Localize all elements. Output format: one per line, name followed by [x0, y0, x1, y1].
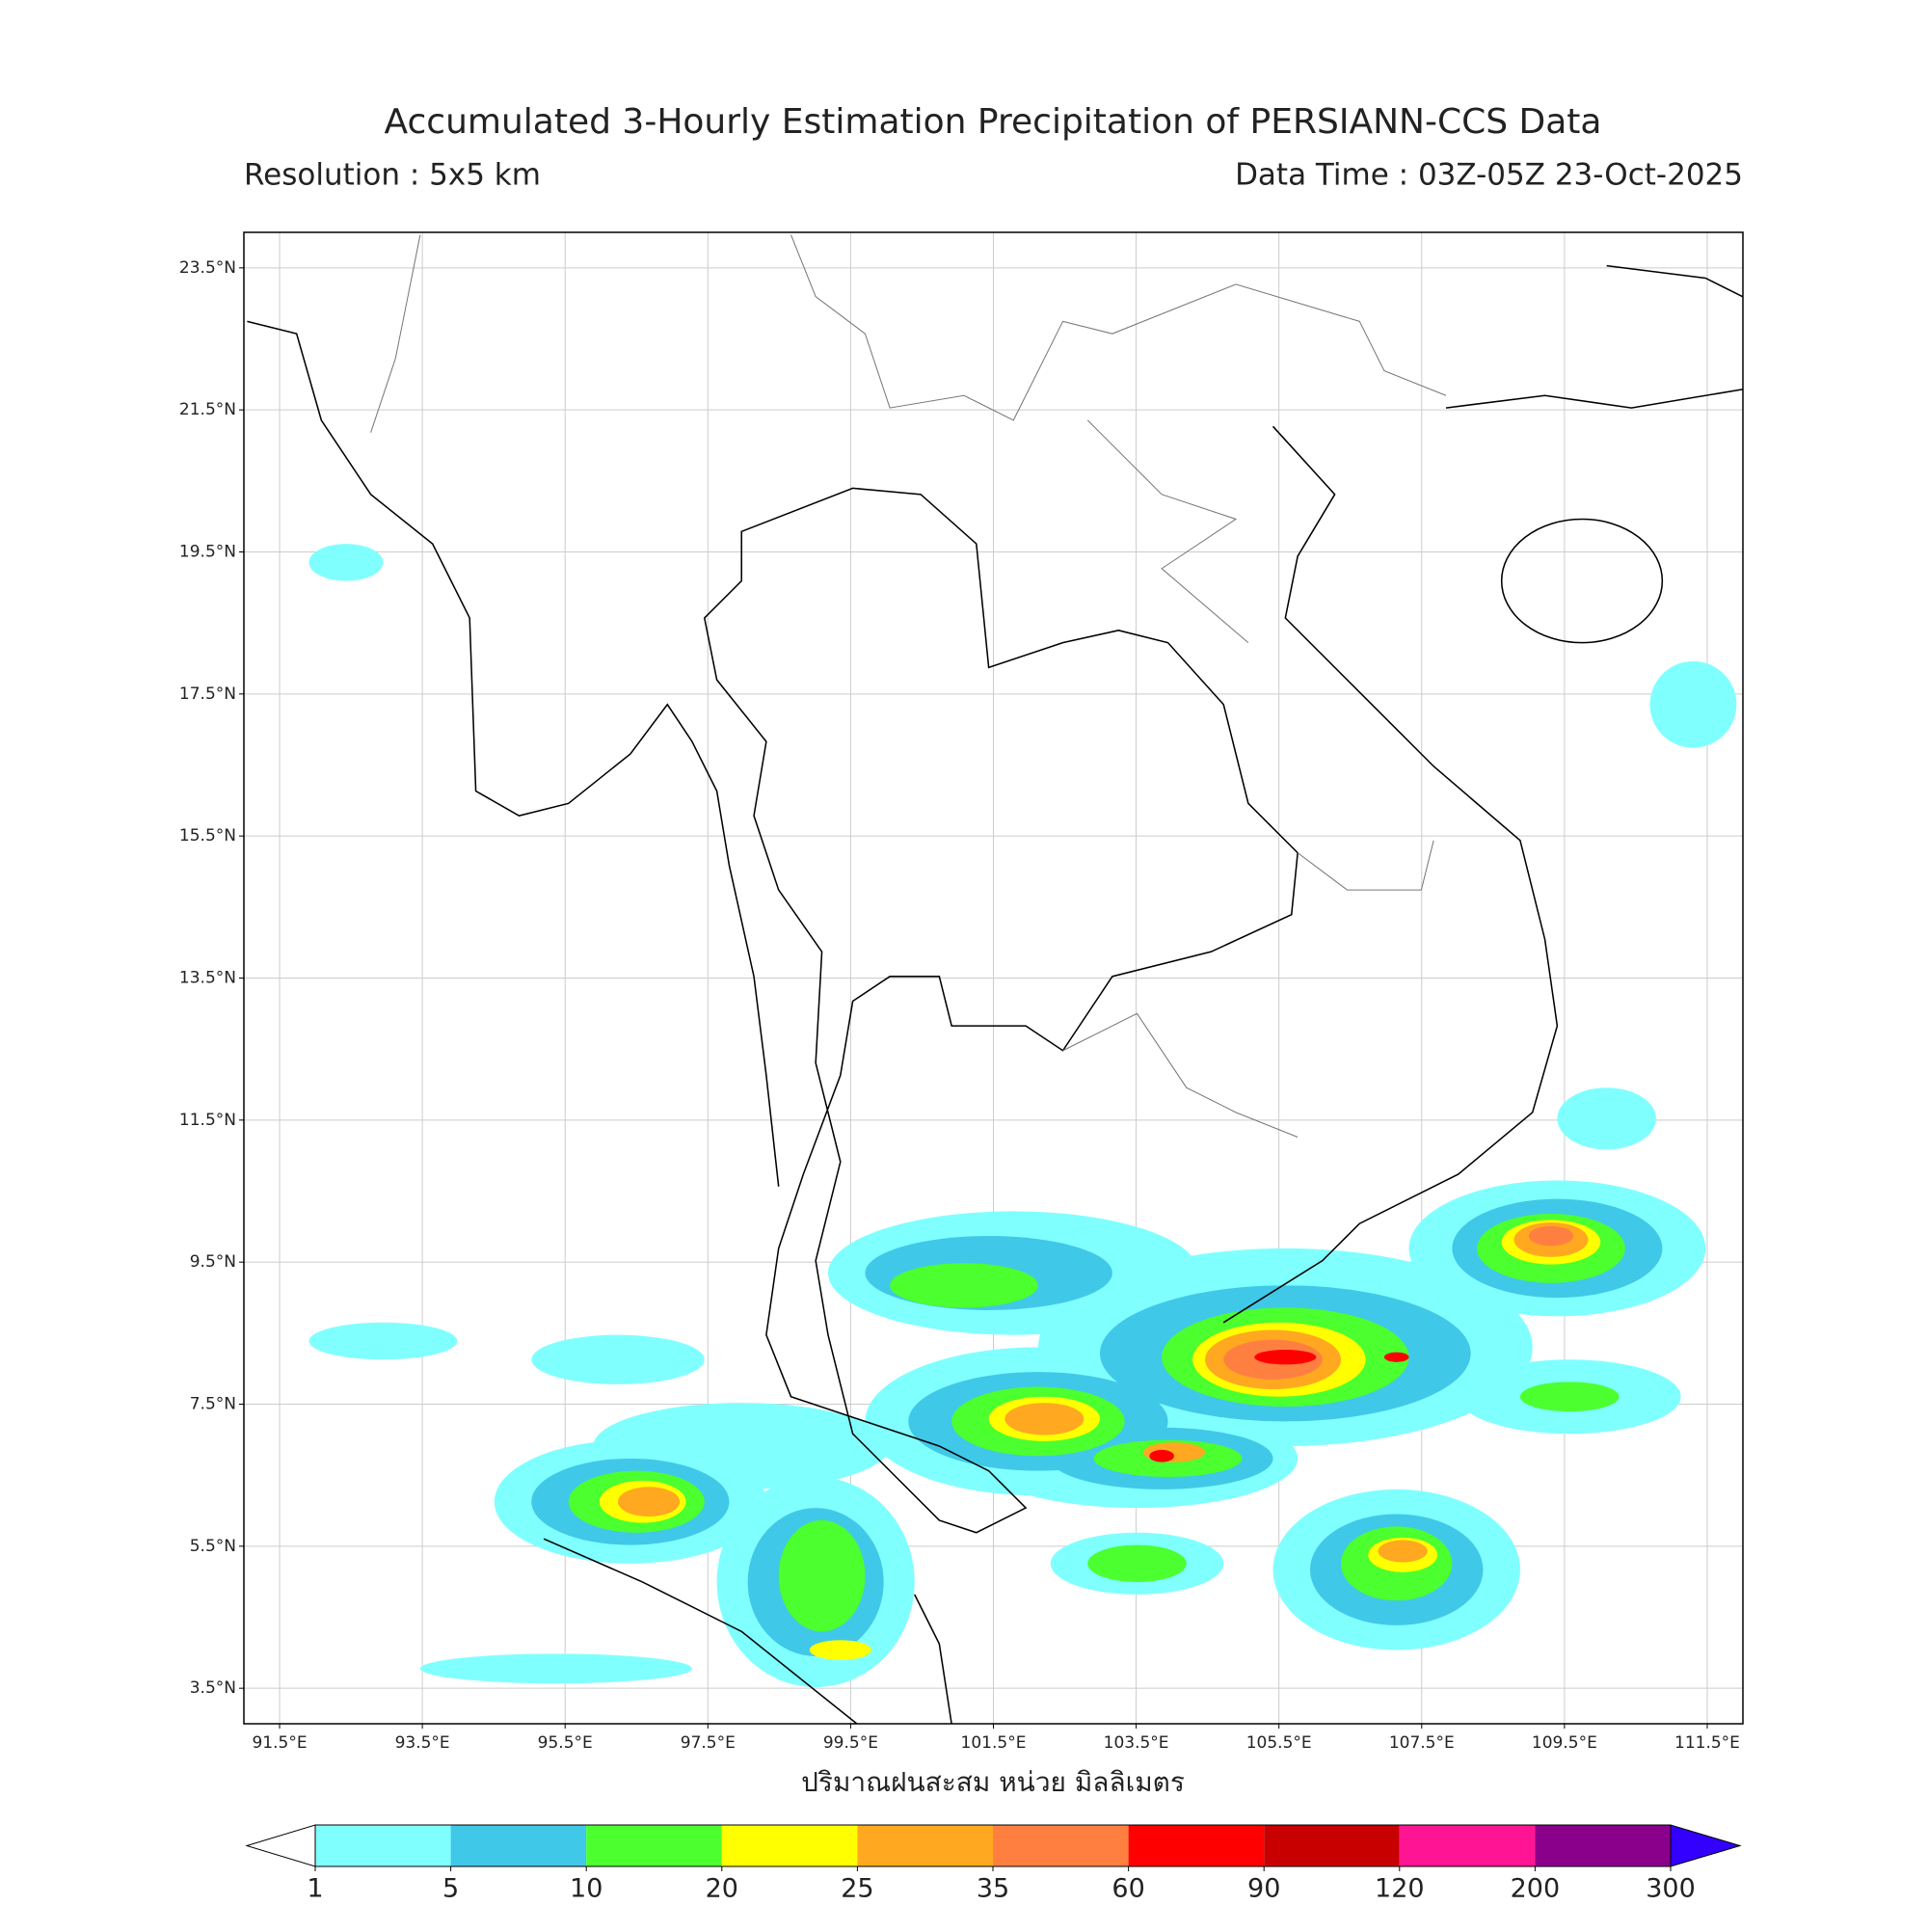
- y-tick-label: 15.5°N: [179, 826, 236, 845]
- colorbar-swatch: [1399, 1825, 1536, 1866]
- colorbar: 1 5 10 20 25 35 60 90 120 200 300: [245, 1824, 1742, 1904]
- x-tick-label: 99.5°E: [823, 1733, 878, 1753]
- colorbar-swatch: [721, 1825, 858, 1866]
- x-tick-label: 95.5°E: [538, 1733, 593, 1753]
- x-tick-label: 103.5°E: [1104, 1733, 1169, 1753]
- grid: [244, 232, 1743, 1724]
- y-tick-label: 3.5°N: [190, 1678, 236, 1698]
- colorbar-tick-label: 120: [1375, 1874, 1425, 1904]
- colorbar-tick-label: 20: [706, 1874, 738, 1904]
- y-tick-label: 5.5°N: [190, 1537, 236, 1556]
- colorbar-swatch: [1128, 1825, 1265, 1866]
- colorbar-tick-label: 60: [1111, 1874, 1144, 1904]
- y-tick-label: 21.5°N: [179, 400, 236, 419]
- rain-field: [247, 234, 1743, 1724]
- colorbar-swatch: [450, 1825, 587, 1866]
- x-tick-label: 93.5°E: [395, 1733, 450, 1753]
- x-tick-label: 101.5°E: [961, 1733, 1027, 1753]
- colorbar-tick-label: 1: [307, 1874, 323, 1904]
- colorbar-swatch: [315, 1825, 451, 1866]
- y-tick-label: 23.5°N: [179, 258, 236, 278]
- colorbar-over: [1670, 1824, 1742, 1867]
- colorbar-swatch: [857, 1825, 993, 1866]
- colorbar-tick-label: 90: [1247, 1874, 1280, 1904]
- colorbar-under: [245, 1824, 316, 1867]
- colorbar-swatch: [1535, 1825, 1671, 1866]
- map-title: Accumulated 3-Hourly Estimation Precipit…: [385, 102, 1602, 142]
- x-tick-label: 107.5°E: [1389, 1733, 1455, 1753]
- colorbar-tick-label: 25: [841, 1874, 873, 1904]
- y-tick-label: 17.5°N: [179, 684, 236, 704]
- y-tick-label: 7.5°N: [190, 1395, 236, 1414]
- colorbar-tick-label: 10: [570, 1874, 602, 1904]
- colorbar-swatch: [993, 1825, 1129, 1866]
- x-tick-label: 91.5°E: [252, 1733, 307, 1753]
- colorbar-tick-label: 200: [1511, 1874, 1561, 1904]
- y-tick-label: 9.5°N: [190, 1252, 236, 1272]
- colorbar-tick-label: 300: [1646, 1874, 1696, 1904]
- colorbar-tick-label: 35: [977, 1874, 1009, 1904]
- x-tick-label: 111.5°E: [1674, 1733, 1740, 1753]
- colorbar-swatch: [1264, 1825, 1400, 1866]
- y-tick-label: 13.5°N: [179, 969, 236, 988]
- subtitle-right: Data Time : 03Z-05Z 23-Oct-2025: [1235, 158, 1743, 193]
- subtitle-left: Resolution : 5x5 km: [244, 158, 541, 193]
- colorbar-tick-label: 5: [442, 1874, 459, 1904]
- x-tick-label: 97.5°E: [681, 1733, 736, 1753]
- map-layer: [247, 234, 1743, 1724]
- y-tick-label: 11.5°N: [179, 1111, 236, 1130]
- colorbar-swatch: [586, 1825, 722, 1866]
- x-tick-label: 105.5°E: [1246, 1733, 1312, 1753]
- x-axis-label: ปริมาณฝนสะสม หน่วย มิลลิเมตร: [801, 1766, 1185, 1798]
- y-tick-label: 19.5°N: [179, 543, 236, 562]
- x-tick-label: 109.5°E: [1532, 1733, 1597, 1753]
